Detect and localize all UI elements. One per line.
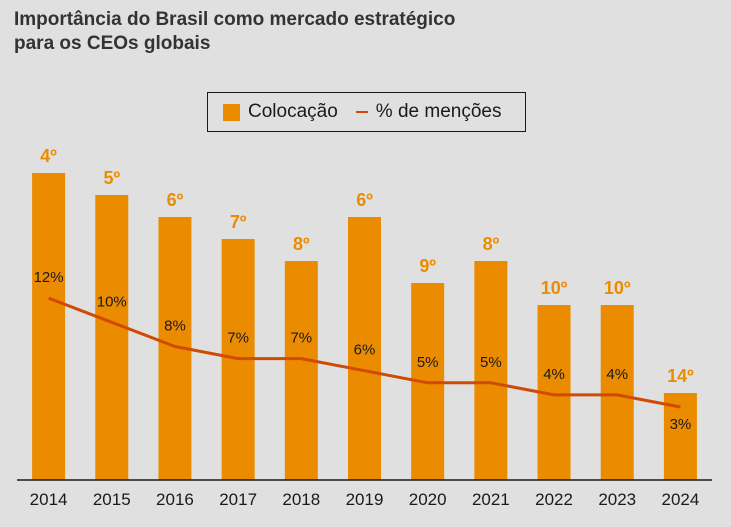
- percent-label-2018: 7%: [290, 330, 312, 347]
- rank-label-2019: 6º: [356, 190, 373, 210]
- x-tick-label-2016: 2016: [156, 490, 194, 509]
- percent-label-2015: 10%: [97, 293, 127, 310]
- bar-2021: [474, 261, 508, 480]
- x-tick-label-2014: 2014: [30, 490, 68, 509]
- percent-label-2020: 5%: [417, 354, 439, 371]
- rank-label-2017: 7º: [230, 212, 247, 232]
- bar-2014: [32, 173, 66, 480]
- rank-label-2020: 9º: [419, 256, 436, 276]
- legend-line-label: % de menções: [375, 101, 502, 122]
- x-tick-label-2023: 2023: [598, 490, 636, 509]
- bar-2015: [95, 195, 129, 480]
- x-tick-label-2017: 2017: [219, 490, 257, 509]
- rank-label-2024: 14º: [667, 366, 694, 386]
- legend-bar-label: Colocação: [248, 101, 338, 122]
- bar-2018: [284, 261, 318, 480]
- percent-label-2016: 8%: [164, 318, 186, 335]
- percent-label-2021: 5%: [480, 354, 502, 371]
- percent-label-2022: 4%: [543, 366, 565, 383]
- bar-2024: [663, 393, 697, 480]
- rank-label-2023: 10º: [604, 278, 631, 298]
- legend-bar-swatch: [223, 103, 240, 121]
- x-tick-label-2021: 2021: [472, 490, 510, 509]
- percent-label-2019: 6%: [354, 342, 376, 359]
- legend-line-swatch: [355, 111, 368, 113]
- chart-title-line-2: para os CEOs globais: [14, 33, 211, 54]
- percent-mentions-line: [48, 296, 681, 409]
- rank-label-2014: 4º: [40, 146, 57, 166]
- chart-title: Importância do Brasil como mercado estra…: [14, 8, 455, 56]
- bar-2023: [600, 305, 634, 480]
- chart-legend: Colocação % de menções: [207, 92, 526, 132]
- x-tick-label-2019: 2019: [346, 490, 384, 509]
- bar-2019: [348, 217, 381, 480]
- rank-label-2015: 5º: [103, 168, 120, 188]
- x-tick-label-2020: 2020: [409, 490, 447, 509]
- x-tick-label-2022: 2022: [535, 490, 573, 509]
- rank-label-2018: 8º: [293, 234, 310, 254]
- x-tick-label-2018: 2018: [282, 490, 320, 509]
- rank-label-2016: 6º: [167, 190, 184, 210]
- percent-label-2014: 12%: [34, 269, 64, 286]
- chart-title-line-1: Importância do Brasil como mercado estra…: [14, 9, 456, 30]
- percent-label-2023: 4%: [606, 366, 628, 383]
- percent-label-2024: 3%: [670, 416, 692, 433]
- rank-label-2021: 8º: [483, 234, 500, 254]
- x-tick-label-2024: 2024: [661, 490, 699, 509]
- rank-label-2022: 10º: [541, 278, 568, 298]
- percent-label-2017: 7%: [227, 330, 249, 347]
- x-tick-label-2015: 2015: [93, 490, 131, 509]
